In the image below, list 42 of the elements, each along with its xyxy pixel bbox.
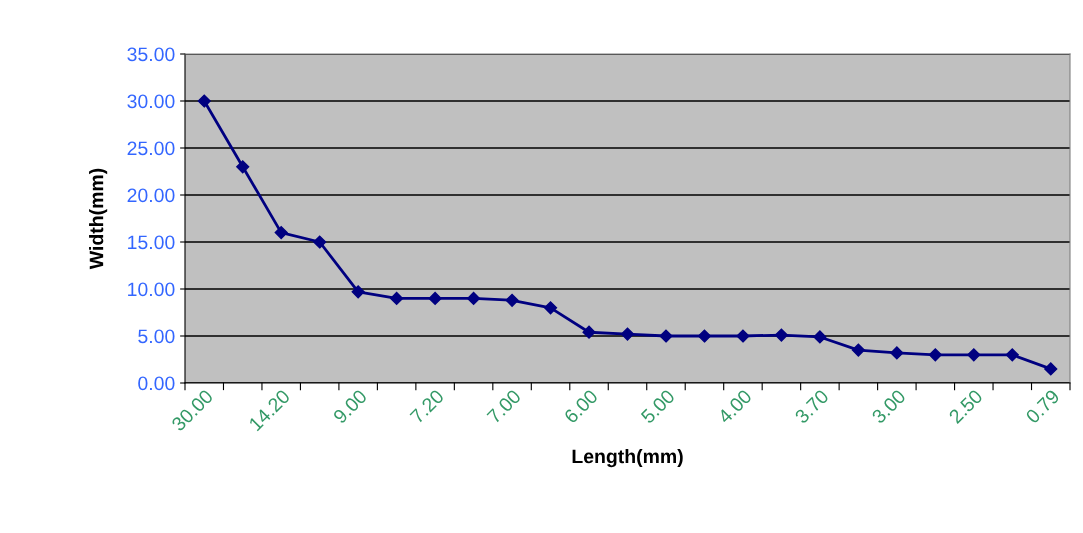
x-axis-title: Length(mm) bbox=[572, 448, 683, 468]
point bbox=[313, 235, 327, 249]
x-tick-label: 3.00 bbox=[870, 388, 907, 425]
y-tick-label: 15.00 bbox=[128, 235, 175, 250]
y-tick-label: 30.00 bbox=[127, 94, 175, 109]
point bbox=[274, 226, 288, 240]
x-tick-label: 7.20 bbox=[409, 388, 445, 425]
y-axis-title: Width(mm) bbox=[89, 168, 108, 270]
y-tick-label: 0.00 bbox=[138, 376, 175, 391]
y-tick-label: 5.00 bbox=[138, 329, 175, 344]
x-tick-label: 6.00 bbox=[563, 388, 599, 425]
point bbox=[967, 348, 981, 362]
point bbox=[1005, 348, 1019, 362]
point bbox=[697, 329, 712, 343]
y-tick-label: 10.00 bbox=[128, 282, 175, 297]
point bbox=[736, 329, 750, 343]
point bbox=[197, 94, 211, 108]
y-tick-label: 35.00 bbox=[127, 47, 175, 62]
x-tick-label: 0.79 bbox=[1024, 388, 1061, 425]
point bbox=[1044, 362, 1058, 376]
x-tick-label: 3.70 bbox=[794, 388, 830, 425]
point bbox=[428, 291, 442, 305]
point bbox=[505, 293, 519, 307]
point bbox=[928, 348, 942, 362]
point bbox=[390, 291, 404, 305]
point bbox=[582, 325, 596, 339]
point bbox=[890, 346, 904, 360]
point bbox=[659, 329, 673, 343]
point bbox=[851, 343, 865, 357]
x-tick-label: 7.00 bbox=[486, 388, 522, 425]
y-tick-label: 25.00 bbox=[127, 141, 175, 156]
point bbox=[236, 160, 250, 174]
point bbox=[466, 291, 481, 305]
y-tick-label: 20.00 bbox=[127, 188, 175, 203]
point bbox=[543, 301, 558, 315]
point bbox=[351, 285, 365, 299]
x-tick-label: 4.00 bbox=[716, 388, 753, 425]
x-tick-label: 5.00 bbox=[640, 388, 676, 425]
point bbox=[774, 328, 789, 342]
point bbox=[620, 327, 635, 341]
point bbox=[813, 330, 827, 344]
x-tick-label: 9.00 bbox=[332, 388, 368, 425]
